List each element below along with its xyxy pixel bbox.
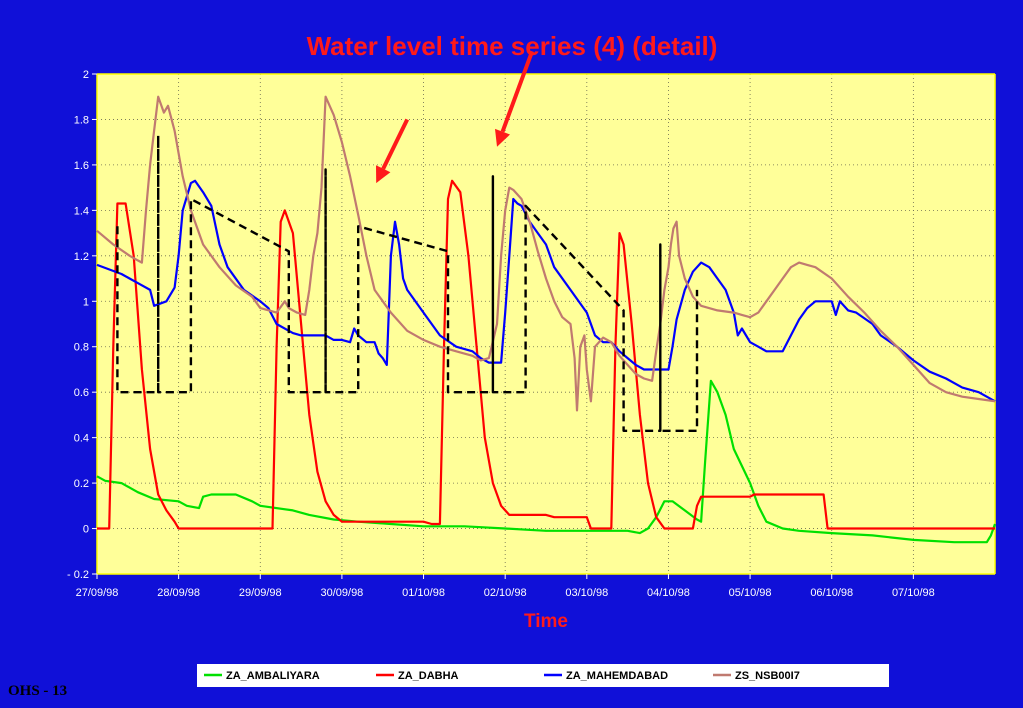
x-axis-ticks: 27/09/98 28/09/98 29/09/98 30/09/98 01/10/98… [76, 574, 935, 599]
y-tick-label: 1 [83, 296, 89, 308]
series-layer [96, 95, 997, 544]
annotation-arrow-head-0 [376, 165, 391, 184]
x-tick-label: 03/10/98 [565, 587, 608, 599]
x-tick-label: 27/09/98 [76, 587, 119, 599]
x-tick-label: 02/10/98 [484, 587, 527, 599]
x-tick-label: 04/10/98 [647, 587, 690, 599]
annotation-layer [376, 50, 534, 184]
legend-label: ZA_AMBALIYARA [226, 670, 320, 682]
chart-title: Water level time series (4) (detail) [307, 31, 718, 61]
y-tick-label: 1.4 [74, 205, 89, 217]
annotation-arrow-head-1 [495, 128, 510, 147]
y-tick-label: 0 [83, 524, 89, 536]
annotation-arrow-shaft-1 [500, 50, 534, 133]
y-tick-label: 0.8 [74, 342, 89, 354]
series-line-dashed-4 [116, 134, 699, 432]
x-tick-label: 01/10/98 [402, 587, 445, 599]
x-tick-label: 06/10/98 [810, 587, 853, 599]
legend-box [197, 664, 889, 687]
x-axis-label: Time [524, 611, 568, 632]
annotation-arrow-shaft-0 [381, 118, 410, 170]
series-line-za-dabha [97, 179, 995, 530]
y-tick-label: 0.6 [74, 387, 89, 399]
y-tick-label: 1.6 [74, 160, 89, 172]
legend-label: ZS_NSB00I7 [735, 670, 800, 682]
legend-label: ZA_DABHA [398, 670, 459, 682]
axes [96, 73, 996, 575]
x-tick-label: 05/10/98 [729, 587, 772, 599]
series-line-zs-nsb00i7 [96, 95, 996, 412]
y-tick-label: 1.2 [74, 251, 89, 263]
x-tick-label: 28/09/98 [157, 587, 200, 599]
footer-label: OHS - 13 [8, 683, 68, 699]
y-tick-label: 0.4 [74, 433, 89, 445]
y-tick-label: 1.8 [74, 114, 89, 126]
x-tick-label: 07/10/98 [892, 587, 935, 599]
x-tick-label: 29/09/98 [239, 587, 282, 599]
y-tick-label: - 0.2 [67, 569, 89, 581]
legend: ZA_AMBALIYARA ZA_DABHA ZA_MAHEMDABAD ZS_NSB… [204, 670, 800, 682]
y-tick-label: 2 [83, 69, 89, 81]
x-tick-label: 30/09/98 [320, 587, 363, 599]
plot-area [97, 74, 995, 574]
legend-label: ZA_MAHEMDABAD [566, 670, 668, 682]
y-tick-label: 0.2 [74, 478, 89, 490]
y-axis-ticks: - 0.2 0 0.2 0.4 0.6 0.8 1 1.2 1.4 1.6 1.8 2 [67, 69, 97, 581]
series-line-za-ambaliyara [96, 379, 997, 544]
